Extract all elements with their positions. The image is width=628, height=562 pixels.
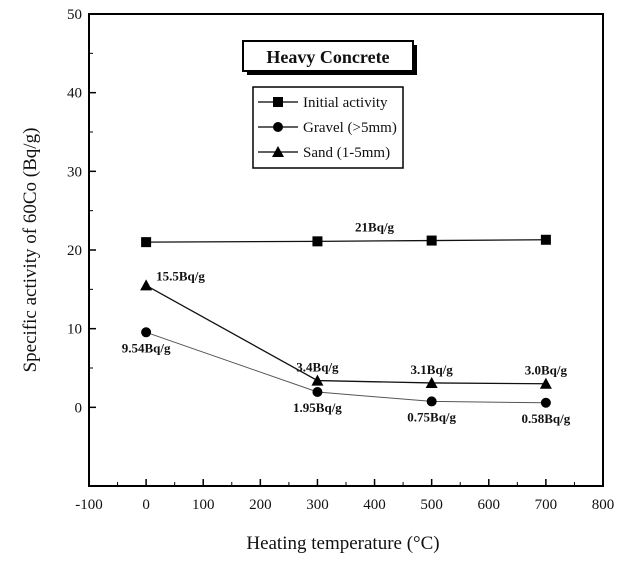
series-line-2 bbox=[145, 331, 546, 404]
data-point-square bbox=[426, 235, 437, 246]
x-tick-label: 800 bbox=[592, 497, 615, 513]
data-point-circle bbox=[312, 386, 323, 397]
legend-marker-triangle bbox=[272, 146, 284, 157]
data-point-circle bbox=[426, 396, 437, 407]
axis-ticks bbox=[88, 13, 604, 486]
data-annotations: 21Bq/g 15.5Bq/g 9.54Bq/g 3.4Bq/g 3.1Bq/g 3.0B… bbox=[122, 220, 571, 426]
x-tick-label: 0 bbox=[142, 497, 150, 513]
data-point-circle bbox=[141, 327, 152, 338]
data-label: 3.0Bq/g bbox=[525, 363, 568, 378]
y-tick-label: 10 bbox=[67, 322, 82, 338]
y-tick-label: 30 bbox=[67, 164, 82, 180]
data-point-triangle bbox=[425, 376, 438, 388]
y-tick-label: 20 bbox=[67, 243, 82, 259]
x-axis-title: Heating temperature (°C) bbox=[246, 533, 439, 554]
data-label: 15.5Bq/g bbox=[156, 268, 205, 283]
data-label: 21Bq/g bbox=[355, 220, 395, 235]
series-markers bbox=[140, 234, 552, 408]
legend-label: Gravel (>5mm) bbox=[303, 120, 397, 136]
x-tick-label: 200 bbox=[249, 497, 272, 513]
x-tick-label: -100 bbox=[75, 497, 103, 513]
x-tick-label: 600 bbox=[478, 497, 501, 513]
data-point-square bbox=[540, 234, 551, 245]
legend-label: Initial activity bbox=[303, 95, 388, 111]
data-point-square bbox=[312, 236, 323, 247]
series-line-3 bbox=[145, 284, 546, 385]
data-label: 3.1Bq/g bbox=[411, 362, 454, 377]
legend: Initial activity Gravel (>5mm) Sand (1-5mm… bbox=[252, 86, 404, 169]
series-lines bbox=[145, 239, 546, 404]
data-label: 9.54Bq/g bbox=[122, 340, 171, 355]
legend-marker-circle bbox=[273, 122, 283, 132]
x-tick-label: 400 bbox=[363, 497, 386, 513]
data-label: 3.4Bq/g bbox=[296, 360, 339, 375]
y-tick-label: 0 bbox=[75, 400, 83, 416]
data-label: 1.95Bq/g bbox=[293, 400, 342, 415]
y-axis-title: Specific activity of 60Co (Bq/g) bbox=[20, 128, 41, 373]
data-point-square bbox=[141, 237, 152, 248]
y-tick-label: 50 bbox=[67, 7, 82, 23]
x-tick-label: 100 bbox=[192, 497, 215, 513]
data-point-triangle bbox=[539, 377, 552, 389]
y-tick-label: 40 bbox=[67, 86, 82, 102]
data-point-triangle bbox=[140, 279, 153, 291]
data-point-triangle bbox=[311, 374, 324, 386]
legend-label: Sand (1-5mm) bbox=[303, 145, 390, 161]
x-tick-label: 500 bbox=[420, 497, 443, 513]
axis-tick-labels: -100 0 100 200 300 400 500 600 700 800 0 10 20 30 40 50 bbox=[67, 7, 614, 513]
chart-title: Heavy Concrete bbox=[266, 47, 389, 67]
data-label: 0.58Bq/g bbox=[522, 411, 571, 426]
x-tick-label: 300 bbox=[306, 497, 329, 513]
data-label: 0.75Bq/g bbox=[407, 409, 456, 424]
chart-title-box: Heavy Concrete bbox=[242, 40, 417, 75]
x-tick-label: 700 bbox=[535, 497, 558, 513]
data-point-circle bbox=[540, 397, 551, 408]
series-line-1 bbox=[146, 239, 546, 243]
legend-marker-square bbox=[273, 97, 283, 107]
